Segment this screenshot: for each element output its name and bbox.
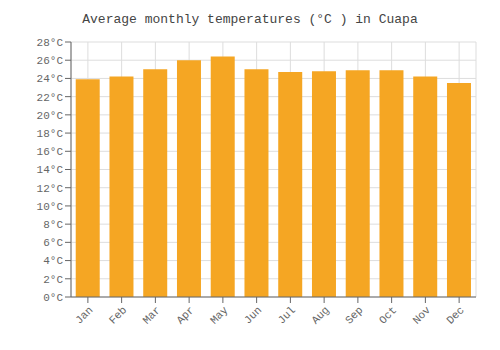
svg-text:Oct: Oct [377, 304, 399, 326]
svg-text:Jun: Jun [242, 304, 264, 326]
svg-text:Aug: Aug [309, 304, 331, 326]
svg-text:2°C: 2°C [43, 274, 63, 286]
svg-text:May: May [208, 304, 231, 327]
svg-text:Dec: Dec [444, 304, 466, 326]
svg-text:20°C: 20°C [37, 110, 64, 122]
svg-text:Mar: Mar [141, 304, 163, 326]
html-text:Average monthly temperatures (: Average monthly temperatures (°C ) in Cu… [82, 12, 418, 27]
svg-text:22°C: 22°C [37, 92, 64, 104]
svg-text:16°C: 16°C [37, 146, 64, 158]
svg-text:6°C: 6°C [43, 237, 63, 249]
svg-text:8°C: 8°C [43, 219, 63, 231]
svg-text:24°C: 24°C [37, 73, 64, 85]
svg-text:14°C: 14°C [37, 164, 64, 176]
svg-text:Nov: Nov [411, 304, 434, 327]
svg-text:4°C: 4°C [43, 255, 63, 267]
svg-text:18°C: 18°C [37, 128, 64, 140]
svg-text:Jan: Jan [73, 304, 95, 326]
svg-text:Apr: Apr [174, 304, 196, 326]
svg-text:28°C: 28°C [37, 37, 64, 49]
svg-text:Feb: Feb [107, 304, 129, 326]
svg-text:10°C: 10°C [37, 201, 64, 213]
svg-text:0°C: 0°C [43, 292, 63, 304]
svg-text:Sep: Sep [343, 304, 365, 326]
svg-text:Jul: Jul [276, 304, 298, 326]
svg-text:12°C: 12°C [37, 183, 64, 195]
svg-text:26°C: 26°C [37, 55, 64, 67]
